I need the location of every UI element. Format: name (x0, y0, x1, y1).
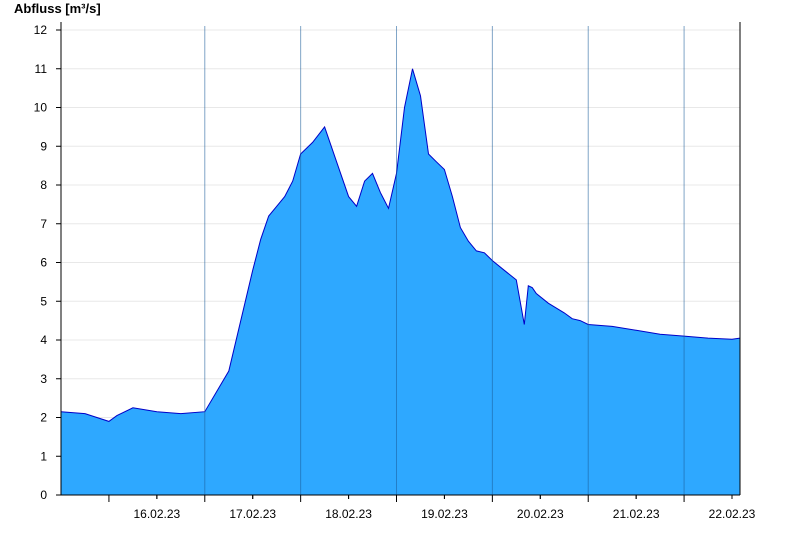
y-tick-label: 5 (40, 294, 47, 308)
y-tick-label: 9 (40, 139, 47, 153)
y-tick-label: 4 (40, 333, 47, 347)
x-tick-label: 20.02.23 (517, 507, 564, 521)
y-tick-label: 3 (40, 372, 47, 386)
y-tick-label: 1 (40, 449, 47, 463)
y-tick-label: 8 (40, 178, 47, 192)
y-axis-label: Abfluss [m³/s] (14, 1, 101, 16)
x-tick-label: 22.02.23 (709, 507, 756, 521)
x-tick-label: 16.02.23 (133, 507, 180, 521)
y-tick-label: 11 (35, 62, 48, 76)
discharge-area (61, 68, 740, 496)
y-tick-label: 10 (34, 101, 48, 115)
y-tick-label: 12 (34, 23, 48, 37)
y-tick-label: 0 (40, 488, 47, 502)
x-tick-label: 17.02.23 (229, 507, 276, 521)
x-tick-label: 19.02.23 (421, 507, 468, 521)
x-tick-label: 21.02.23 (613, 507, 660, 521)
x-tick-label: 18.02.23 (325, 507, 372, 521)
y-tick-label: 7 (40, 217, 47, 231)
y-tick-label: 2 (40, 411, 47, 425)
y-tick-label: 6 (40, 256, 47, 270)
discharge-line (60, 68, 741, 422)
